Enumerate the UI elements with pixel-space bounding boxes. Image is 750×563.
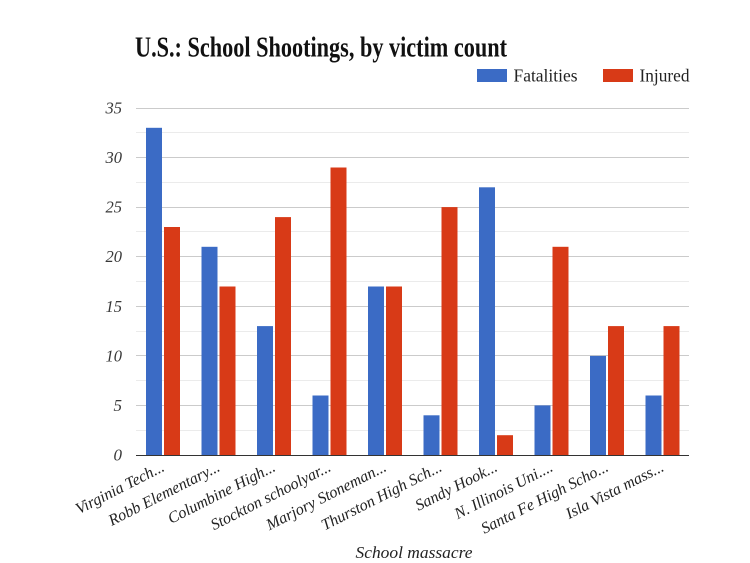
- svg-text:25: 25: [106, 198, 123, 217]
- svg-text:15: 15: [106, 297, 123, 316]
- svg-text:0: 0: [114, 446, 123, 465]
- svg-text:20: 20: [106, 247, 123, 266]
- svg-text:35: 35: [105, 99, 123, 118]
- svg-text:30: 30: [105, 148, 123, 167]
- svg-text:U.S.: School Shootings, by vic: U.S.: School Shootings, by victim count: [135, 33, 508, 64]
- svg-text:Fatalities: Fatalities: [514, 66, 578, 86]
- svg-text:5: 5: [114, 396, 123, 415]
- svg-text:10: 10: [106, 346, 123, 365]
- svg-text:Injured: Injured: [640, 66, 690, 86]
- svg-text:School massacre: School massacre: [356, 543, 473, 562]
